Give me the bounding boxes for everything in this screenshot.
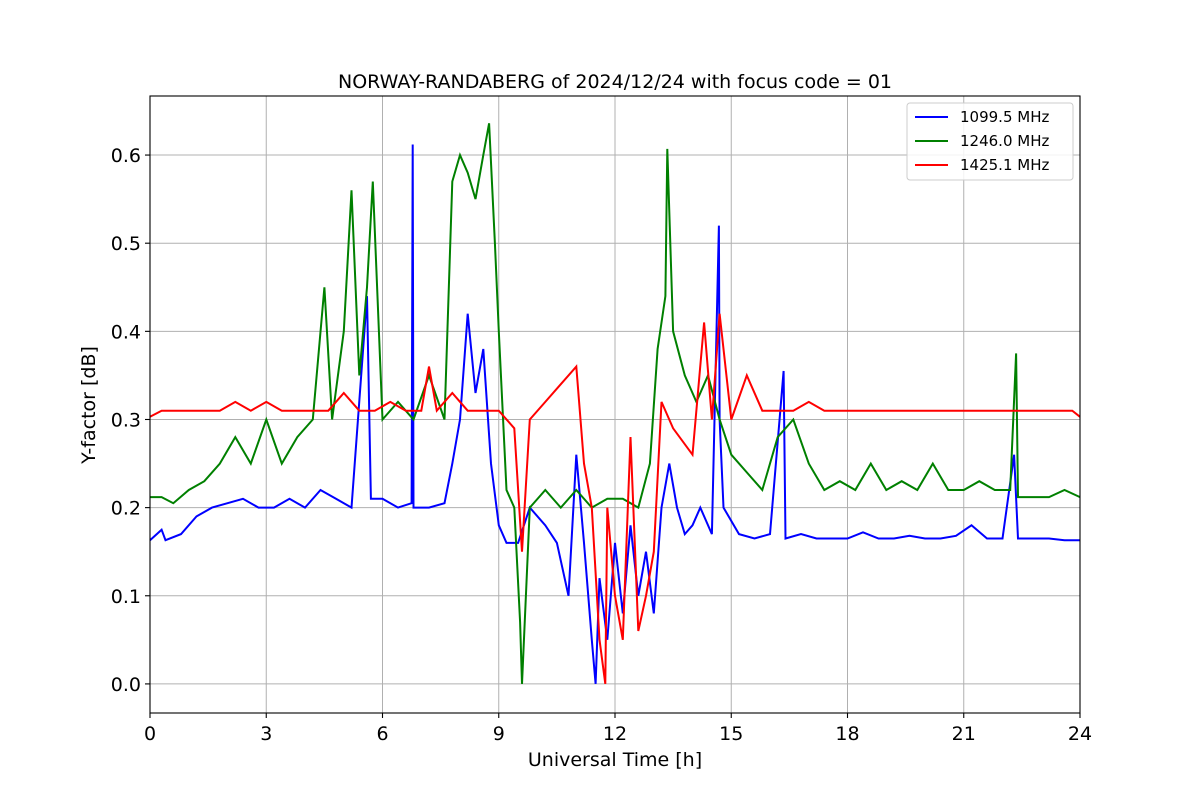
legend-label: 1425.1 MHz — [960, 156, 1049, 174]
plot-series — [149, 123, 1081, 685]
y-tick-label: 0.1 — [111, 586, 141, 608]
x-tick-label: 15 — [719, 723, 743, 745]
y-tick-label: 0.6 — [111, 145, 141, 167]
y-tick-label: 0.5 — [111, 233, 141, 255]
x-axis-label: Universal Time [h] — [528, 749, 702, 771]
x-axis: 0 3 6 9 12 15 18 21 24 — [144, 713, 1092, 745]
chart-title: NORWAY-RANDABERG of 2024/12/24 with focu… — [338, 71, 892, 93]
x-tick-label: 9 — [493, 723, 505, 745]
legend: 1099.5 MHz 1246.0 MHz 1425.1 MHz — [906, 102, 1074, 181]
x-tick-label: 12 — [603, 723, 627, 745]
x-tick-label: 18 — [835, 723, 859, 745]
y-tick-label: 0.2 — [111, 498, 141, 520]
series-line-2 — [149, 313, 1081, 685]
y-axis: 0.0 0.1 0.2 0.3 0.4 0.5 0.6 — [111, 145, 150, 696]
series-line-1 — [150, 123, 1081, 684]
y-tick-label: 0.4 — [111, 321, 141, 343]
x-tick-label: 3 — [260, 723, 272, 745]
x-tick-label: 0 — [144, 723, 156, 745]
x-tick-label: 24 — [1068, 723, 1092, 745]
legend-label: 1099.5 MHz — [960, 108, 1049, 126]
legend-label: 1246.0 MHz — [960, 132, 1049, 150]
y-tick-label: 0.0 — [111, 674, 141, 696]
legend-box — [906, 102, 1074, 181]
series-line-0 — [149, 144, 1080, 684]
y-tick-label: 0.3 — [111, 409, 141, 431]
grid — [149, 96, 1081, 713]
x-tick-label: 21 — [952, 723, 976, 745]
x-tick-label: 6 — [376, 723, 388, 745]
y-axis-label: Y-factor [dB] — [78, 346, 100, 465]
